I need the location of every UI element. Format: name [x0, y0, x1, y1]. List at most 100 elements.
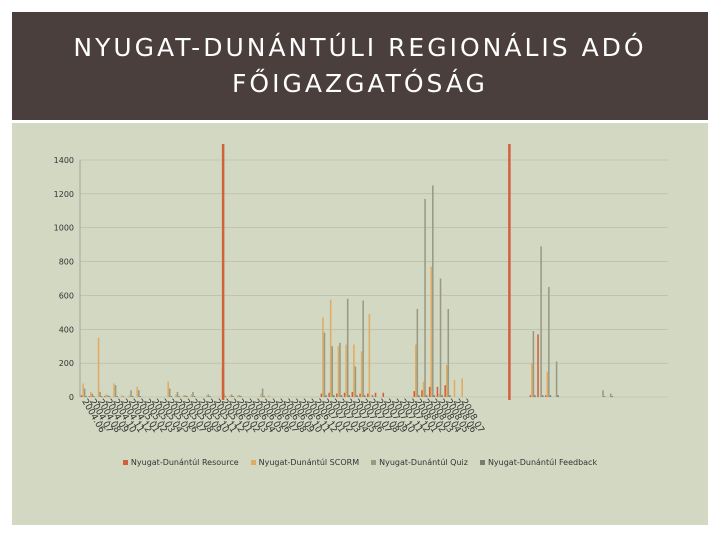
- bar: [170, 396, 173, 397]
- bar: [325, 395, 327, 397]
- bar: [537, 334, 539, 397]
- bar: [103, 396, 106, 397]
- bar: [428, 386, 431, 397]
- bar: [359, 393, 361, 397]
- bar: [323, 332, 326, 397]
- bar: [116, 396, 118, 397]
- bar: [461, 378, 463, 397]
- legend-label: Nyugat-Dunántúl Quiz: [379, 458, 468, 467]
- bar: [368, 314, 371, 397]
- bar: [238, 395, 241, 397]
- bar: [609, 393, 612, 397]
- bar: [453, 380, 456, 397]
- bar: [418, 395, 420, 397]
- y-tick-label: 1400: [54, 156, 74, 165]
- y-tick-label: 400: [59, 325, 74, 334]
- bar: [167, 381, 169, 397]
- slide-header: NYUGAT-DUNÁNTÚLI REGIONÁLIS ADÓ FŐIGAZGA…: [12, 12, 708, 120]
- legend-swatch: [250, 460, 256, 465]
- bar: [209, 396, 211, 397]
- bar: [544, 395, 547, 397]
- y-tick-label: 0: [69, 393, 74, 402]
- bar: [422, 381, 425, 397]
- bar: [548, 286, 550, 397]
- legend-swatch: [122, 460, 128, 465]
- bar: [224, 396, 227, 397]
- y-tick-label: 1200: [54, 190, 74, 199]
- bar: [85, 396, 87, 397]
- bar: [421, 390, 423, 397]
- bar: [230, 394, 233, 397]
- bar: [336, 393, 338, 397]
- bar: [433, 395, 436, 397]
- bar: [532, 330, 535, 397]
- bar: [193, 396, 196, 397]
- bar: [424, 198, 426, 397]
- legend-swatch: [371, 460, 377, 465]
- bar: [131, 396, 134, 397]
- bar: [80, 395, 83, 397]
- bar: [430, 266, 433, 397]
- bar: [441, 395, 443, 397]
- bar: [343, 392, 346, 397]
- legend-item: Nyugat-Dunántúl Feedback: [479, 458, 597, 467]
- bar: [374, 392, 377, 397]
- bar: [240, 396, 242, 397]
- bar: [229, 395, 231, 397]
- bar: [425, 395, 428, 397]
- bar: [541, 395, 544, 397]
- bar: [128, 395, 131, 397]
- bar: [540, 246, 542, 397]
- bar: [354, 366, 357, 397]
- bar: [447, 308, 450, 397]
- bar: [168, 388, 171, 397]
- bar: [260, 393, 262, 397]
- bar: [362, 300, 364, 397]
- legend-label: Nyugat-Dunántúl Resource: [130, 458, 239, 467]
- bar: [192, 391, 194, 397]
- legend-swatch: [479, 460, 485, 465]
- bar: [413, 391, 416, 397]
- bar: [367, 393, 369, 397]
- bar: [445, 364, 448, 397]
- bar: [363, 395, 366, 397]
- bar: [91, 393, 94, 397]
- bar: [611, 396, 614, 397]
- y-tick-label: 200: [59, 359, 74, 368]
- chart-panel: [12, 123, 708, 525]
- bar: [382, 392, 385, 397]
- legend-item: Nyugat-Dunántúl SCORM: [250, 458, 360, 467]
- bar: [178, 396, 180, 397]
- bar: [436, 386, 439, 397]
- chart-legend: Nyugat-Dunántúl Resource Nyugat-Dunántúl …: [0, 458, 720, 467]
- bar: [353, 344, 355, 397]
- bar: [138, 390, 140, 397]
- bar: [603, 396, 606, 397]
- slide-title-line-2: FŐIGAZGATÓSÁG: [232, 69, 488, 98]
- bar: [360, 351, 363, 397]
- bar: [415, 344, 417, 397]
- bar: [549, 395, 552, 397]
- bar: [557, 395, 559, 397]
- bar: [139, 396, 142, 397]
- bar: [237, 395, 239, 397]
- y-tick-label: 1000: [54, 224, 74, 233]
- bar: [108, 396, 111, 397]
- bar: [263, 396, 265, 397]
- bar: [345, 344, 347, 397]
- bar: [99, 391, 101, 397]
- bar: [331, 346, 333, 397]
- legend-item: Nyugat-Dunántúl Quiz: [371, 458, 468, 467]
- bar: [175, 394, 177, 397]
- bar: [346, 298, 349, 397]
- bar: [93, 396, 95, 397]
- bar: [83, 388, 86, 397]
- bar: [90, 391, 92, 397]
- bar: [348, 395, 351, 397]
- bar: [121, 395, 123, 397]
- bar: [136, 386, 139, 397]
- legend-label: Nyugat-Dunántúl SCORM: [258, 458, 360, 467]
- bar: [207, 394, 210, 397]
- bar: [82, 383, 84, 397]
